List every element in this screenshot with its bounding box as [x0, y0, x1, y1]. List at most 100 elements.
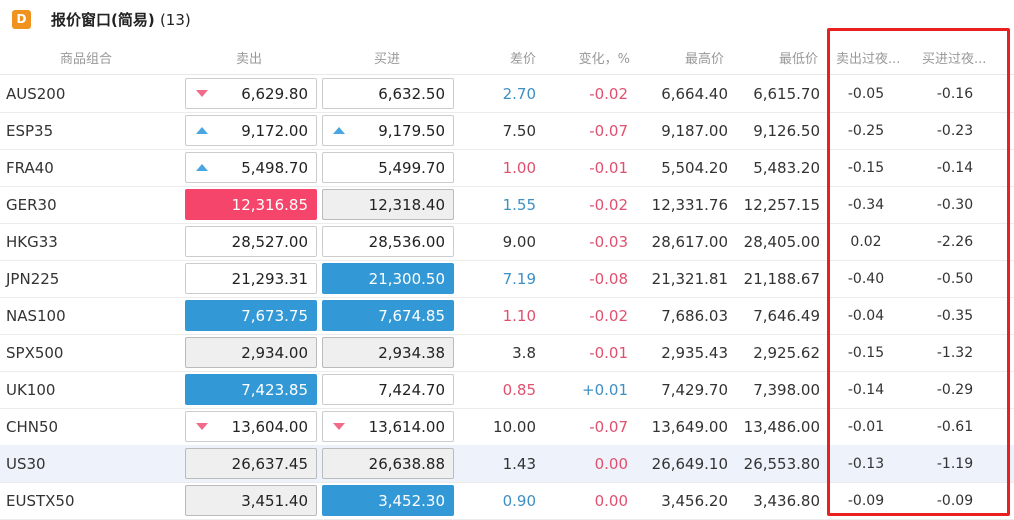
arrow-down-icon [196, 90, 208, 97]
sell-button[interactable]: 9,172.00 [185, 115, 317, 146]
spread: 1.55 [502, 195, 536, 214]
table-row[interactable]: ESP35 9,172.00 9,179.50 7.50 -0.07 9,187… [0, 112, 1014, 150]
symbol: ESP35 [6, 121, 54, 140]
table-row[interactable]: AUS200 6,629.80 6,632.50 2.70 -0.02 6,66… [0, 75, 1014, 113]
buy-button[interactable]: 2,934.38 [322, 337, 454, 368]
buy-button[interactable]: 9,179.50 [322, 115, 454, 146]
table-row[interactable]: UK100 7,423.85 7,424.70 0.85 +0.01 7,429… [0, 371, 1014, 409]
table-row[interactable]: EUSTX50 3,451.40 3,452.30 0.90 0.00 3,45… [0, 482, 1014, 520]
table-row[interactable]: FRA40 5,498.70 5,499.70 1.00 -0.01 5,504… [0, 149, 1014, 187]
col-change[interactable]: 变化，% [578, 51, 630, 67]
sell-button[interactable]: 28,527.00 [185, 226, 317, 257]
col-buy[interactable]: 买进 [374, 51, 401, 67]
high-price: 7,686.03 [661, 306, 728, 325]
change-percent: -0.02 [589, 84, 628, 103]
table-row[interactable]: GER30 12,316.85 12,318.40 1.55 -0.02 12,… [0, 186, 1014, 224]
buy-price: 6,632.50 [378, 84, 445, 103]
swap-sell: -0.15 [847, 159, 885, 176]
table-row[interactable]: US30 26,637.45 26,638.88 1.43 0.00 26,64… [0, 445, 1014, 483]
buy-button[interactable]: 26,638.88 [322, 448, 454, 479]
symbol: HKG33 [6, 232, 58, 251]
col-high[interactable]: 最高价 [684, 51, 724, 67]
buy-button[interactable]: 21,300.50 [322, 263, 454, 294]
window-title-bar: D 报价窗口(简易) (13) [12, 8, 191, 30]
buy-price: 7,674.85 [378, 306, 445, 325]
sell-button[interactable]: 7,673.75 [185, 300, 317, 331]
swap-buy: -0.35 [936, 307, 974, 324]
sell-price: 26,637.45 [231, 454, 308, 473]
buy-button[interactable]: 13,614.00 [322, 411, 454, 442]
sell-button[interactable]: 7,423.85 [185, 374, 317, 405]
buy-button[interactable]: 3,452.30 [322, 485, 454, 516]
arrow-up-icon [196, 164, 208, 171]
high-price: 13,649.00 [651, 417, 728, 436]
table-row[interactable]: JPN225 21,293.31 21,300.50 7.19 -0.08 21… [0, 260, 1014, 298]
swap-buy: -2.26 [936, 233, 974, 250]
sell-button[interactable]: 3,451.40 [185, 485, 317, 516]
col-low[interactable]: 最低价 [778, 51, 818, 67]
sell-button[interactable]: 21,293.31 [185, 263, 317, 294]
low-price: 6,615.70 [753, 84, 820, 103]
sell-price: 13,604.00 [231, 417, 308, 436]
table-row[interactable]: SPX500 2,934.00 2,934.38 3.8 -0.01 2,935… [0, 334, 1014, 372]
symbol: JPN225 [6, 269, 60, 288]
swap-buy: -0.30 [936, 196, 974, 213]
high-price: 5,504.20 [661, 158, 728, 177]
sell-price: 2,934.00 [241, 343, 308, 362]
spread: 7.50 [502, 121, 536, 140]
buy-button[interactable]: 5,499.70 [322, 152, 454, 183]
sell-button[interactable]: 13,604.00 [185, 411, 317, 442]
high-price: 26,649.10 [651, 454, 728, 473]
sell-button[interactable]: 6,629.80 [185, 78, 317, 109]
sell-price: 5,498.70 [241, 158, 308, 177]
symbol: FRA40 [6, 158, 54, 177]
symbol: SPX500 [6, 343, 64, 362]
symbol: CHN50 [6, 417, 59, 436]
spread: 0.85 [502, 380, 536, 399]
spread: 2.70 [502, 84, 536, 103]
change-percent: -0.02 [589, 195, 628, 214]
sell-price: 7,423.85 [241, 380, 308, 399]
sell-price: 7,673.75 [241, 306, 308, 325]
table-row[interactable]: NAS100 7,673.75 7,674.85 1.10 -0.02 7,68… [0, 297, 1014, 335]
sell-button[interactable]: 26,637.45 [185, 448, 317, 479]
swap-sell: 0.02 [850, 233, 882, 250]
arrow-up-icon [333, 127, 345, 134]
buy-price: 12,318.40 [368, 195, 445, 214]
col-symbol[interactable]: 商品组合 [60, 51, 113, 67]
spread: 0.90 [502, 491, 536, 510]
buy-button[interactable]: 6,632.50 [322, 78, 454, 109]
swap-buy: -1.32 [936, 344, 974, 361]
change-percent: -0.01 [589, 343, 628, 362]
change-percent: -0.07 [589, 121, 628, 140]
buy-price: 26,638.88 [368, 454, 445, 473]
change-percent: -0.08 [589, 269, 628, 288]
buy-price: 5,499.70 [378, 158, 445, 177]
sell-button[interactable]: 2,934.00 [185, 337, 317, 368]
col-swap-buy[interactable]: 买进过夜... [922, 51, 987, 67]
col-sell[interactable]: 卖出 [236, 51, 263, 67]
low-price: 13,486.00 [743, 417, 820, 436]
change-percent: -0.02 [589, 306, 628, 325]
symbol: US30 [6, 454, 46, 473]
buy-button[interactable]: 7,674.85 [322, 300, 454, 331]
sell-button[interactable]: 12,316.85 [185, 189, 317, 220]
change-percent: 0.00 [594, 491, 628, 510]
sell-price: 12,316.85 [231, 195, 308, 214]
buy-button[interactable]: 12,318.40 [322, 189, 454, 220]
high-price: 2,935.43 [661, 343, 728, 362]
symbol: EUSTX50 [6, 491, 75, 510]
arrow-up-icon [196, 127, 208, 134]
symbol: UK100 [6, 380, 56, 399]
low-price: 26,553.80 [743, 454, 820, 473]
buy-button[interactable]: 7,424.70 [322, 374, 454, 405]
spread: 3.8 [512, 343, 536, 362]
sell-price: 21,293.31 [231, 269, 308, 288]
col-swap-sell[interactable]: 卖出过夜... [836, 51, 901, 67]
buy-button[interactable]: 28,536.00 [322, 226, 454, 257]
col-spread[interactable]: 差价 [509, 51, 536, 67]
symbol: GER30 [6, 195, 57, 214]
table-row[interactable]: HKG33 28,527.00 28,536.00 9.00 -0.03 28,… [0, 223, 1014, 261]
table-row[interactable]: CHN50 13,604.00 13,614.00 10.00 -0.07 13… [0, 408, 1014, 446]
sell-button[interactable]: 5,498.70 [185, 152, 317, 183]
